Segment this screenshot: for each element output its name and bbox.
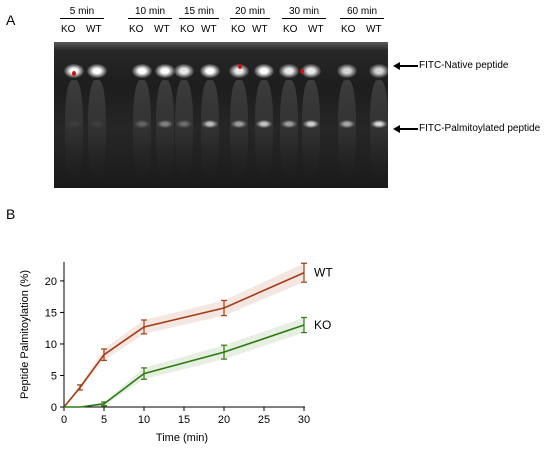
palmitoylated-band	[176, 120, 192, 128]
red-speck	[72, 71, 76, 76]
y-tick-label: 20	[45, 276, 57, 288]
lane-header-30-min: 30 min KO WT	[282, 6, 326, 35]
chart-series: WT KO	[63, 262, 333, 408]
time-point-label: 15 min	[179, 6, 219, 19]
time-point-label: 30 min	[282, 6, 326, 19]
red-speck	[238, 64, 242, 69]
native-band	[132, 64, 152, 78]
palmitoylated-peptide-label: FITC-Palmitoylated peptide	[419, 123, 541, 134]
lane-ko-label: KO	[341, 24, 356, 35]
lane-wt-label: WT	[252, 24, 268, 35]
native-band	[174, 64, 194, 78]
palmitoylated-band	[256, 120, 272, 128]
palmitoylated-band	[371, 120, 387, 128]
lane-smear	[65, 80, 83, 180]
time-point-label: 5 min	[60, 6, 104, 19]
lane-ko-label: KO	[61, 24, 76, 35]
gel-well-strip	[54, 42, 388, 50]
lane-smear	[280, 80, 298, 180]
palmitoylated-arrow-line	[398, 128, 418, 130]
series-line	[64, 324, 305, 408]
x-tick-label: 20	[218, 414, 230, 426]
palmitoylated-band	[339, 120, 355, 128]
lane-ko-label: KO	[231, 24, 246, 35]
native-band	[254, 64, 274, 78]
palmitoylated-band	[89, 120, 105, 128]
series-error-band	[64, 317, 304, 407]
x-tick-label: 5	[101, 414, 107, 426]
palmitoylated-band	[134, 120, 150, 128]
series-error-band	[64, 263, 304, 407]
y-tick-label: 0	[51, 402, 57, 414]
lane-smear	[88, 80, 106, 180]
x-tick-label: 10	[138, 414, 150, 426]
time-point-label: 60 min	[340, 6, 384, 19]
palmitoylated-arrow-head	[393, 125, 400, 133]
palmitoylated-band	[281, 120, 297, 128]
series-label: KO	[314, 318, 331, 332]
lane-ko-label: KO	[180, 24, 195, 35]
chart-axes: 0 5 10 15 20 25 30 0 5 10 15 20	[45, 262, 310, 426]
lane-smear	[302, 80, 320, 180]
red-speck	[300, 69, 304, 74]
time-point-label: 20 min	[230, 6, 270, 19]
lane-smear	[338, 80, 356, 180]
lane-smear	[370, 80, 388, 180]
x-axis-label: Time (min)	[156, 432, 208, 444]
series-label: WT	[314, 266, 333, 280]
lane-header-60-min: 60 min KO WT	[340, 6, 384, 35]
lane-ko-label: KO	[283, 24, 298, 35]
x-tick-label: 15	[178, 414, 190, 426]
lane-smear	[133, 80, 151, 180]
x-tick-label: 30	[298, 414, 310, 426]
lane-smear	[230, 80, 248, 180]
native-band	[155, 64, 175, 78]
series-ko: KO	[64, 316, 331, 408]
palmitoylated-band	[202, 120, 218, 128]
y-tick-label: 10	[45, 339, 57, 351]
time-point-label: 10 min	[128, 6, 172, 19]
palmitoylated-band	[303, 120, 319, 128]
palmitoylated-band	[157, 120, 173, 128]
series-line	[63, 271, 305, 408]
panel-b-letter: B	[6, 206, 16, 222]
lane-header-5-min: 5 min KO WT	[60, 6, 104, 35]
native-band	[229, 64, 249, 78]
lane-header-10-min: 10 min KO WT	[128, 6, 172, 35]
lane-smear	[201, 80, 219, 180]
x-tick-label: 0	[61, 414, 67, 426]
palmitoylated-band	[66, 120, 82, 128]
gel-image	[54, 42, 388, 188]
native-band	[200, 64, 220, 78]
native-band	[301, 64, 321, 78]
lane-wt-label: WT	[154, 24, 170, 35]
lane-wt-label: WT	[201, 24, 217, 35]
palmitoylated-band	[231, 120, 247, 128]
native-arrow-line	[398, 65, 418, 67]
native-band	[279, 64, 299, 78]
native-peptide-label: FITC-Native peptide	[419, 60, 509, 71]
lane-header-15-min: 15 min KO WT	[179, 6, 219, 35]
lane-smear	[255, 80, 273, 180]
lane-smear	[156, 80, 174, 180]
lane-ko-label: KO	[129, 24, 144, 35]
native-band	[337, 64, 357, 78]
y-axis-label: Peptide Palmitoylation (%)	[19, 270, 31, 399]
native-arrow-head	[393, 62, 400, 70]
y-tick-label: 5	[51, 370, 57, 382]
lane-wt-label: WT	[366, 24, 382, 35]
native-band	[369, 64, 388, 78]
lane-header-20-min: 20 min KO WT	[230, 6, 270, 35]
lane-wt-label: WT	[86, 24, 102, 35]
panel-a-letter: A	[6, 12, 16, 28]
lane-wt-label: WT	[308, 24, 324, 35]
y-tick-label: 15	[45, 307, 57, 319]
lane-smear	[175, 80, 193, 180]
x-tick-label: 25	[258, 414, 270, 426]
series-wt: WT	[63, 262, 333, 408]
native-band	[87, 64, 107, 78]
